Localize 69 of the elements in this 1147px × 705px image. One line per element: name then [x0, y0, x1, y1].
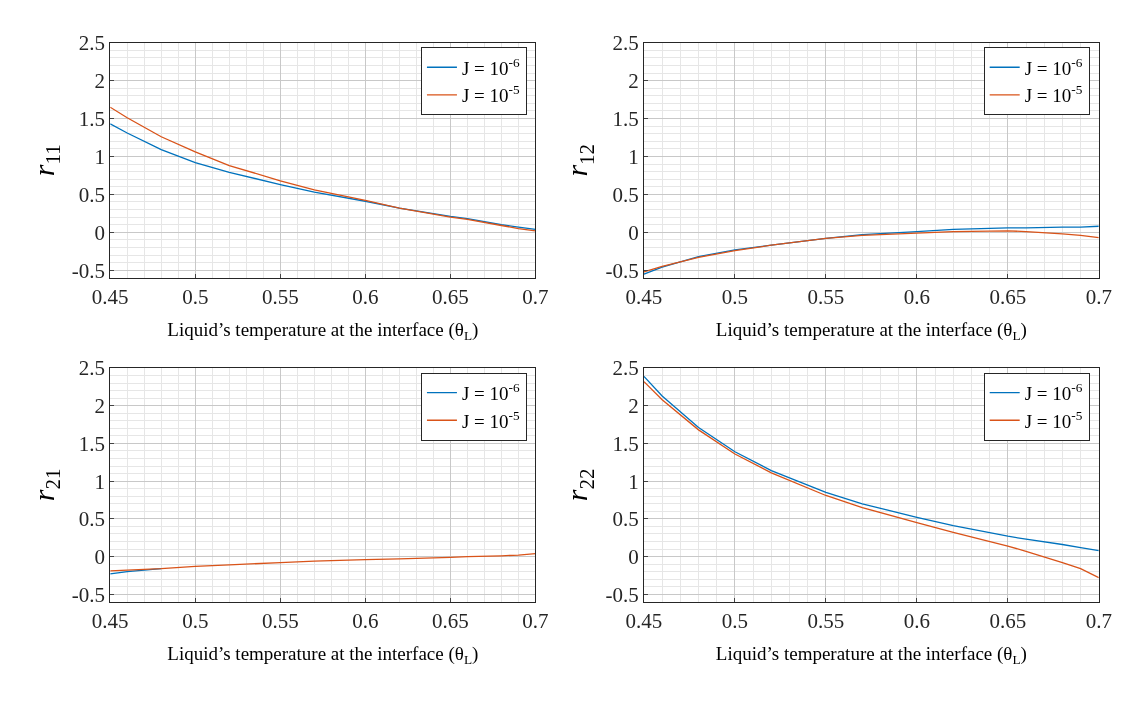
x-tick-label: 0.45 — [625, 609, 663, 634]
x-tick-label: 0.5 — [721, 609, 749, 634]
x-tick-label: 0.65 — [989, 285, 1027, 310]
y-tick-label: 2.5 — [78, 356, 105, 381]
y-tick-label: 1 — [94, 144, 105, 169]
x-axis-title: Liquid’s temperature at the interface (θ$_{L}$) — [167, 642, 479, 667]
x-tick-label: 0.55 — [261, 285, 299, 310]
x-tick-label: 0.7 — [1085, 285, 1112, 310]
line-series — [643, 380, 1099, 579]
y-tick-label: 0 — [94, 220, 105, 245]
y-tick-label: 2 — [94, 68, 105, 93]
y-tick-label: 0.5 — [612, 507, 639, 532]
x-tick-label: 0.7 — [522, 609, 549, 634]
x-tick-label: 0.7 — [522, 285, 549, 310]
legend-label: J = 10$^{-6}$ — [1024, 379, 1083, 404]
y-tick-label: 1 — [628, 144, 639, 169]
y-tick-label: 1 — [94, 469, 105, 494]
line-series — [110, 106, 536, 232]
y-tick-label: 0.5 — [612, 182, 639, 207]
x-tick-label: 0.5 — [182, 285, 209, 310]
y-tick-label: 2.5 — [78, 31, 105, 56]
x-tick-label: 0.45 — [91, 285, 129, 310]
y-tick-label: 2 — [628, 394, 639, 419]
x-tick-label: 0.65 — [432, 285, 469, 310]
y-tick-label: 0.5 — [78, 507, 105, 532]
y-tick-label: 0 — [94, 544, 105, 569]
legend-label: J = 10$^{-6}$ — [1024, 54, 1083, 79]
x-tick-label: 0.55 — [261, 609, 299, 634]
legend-label: J = 10$^{-5}$ — [461, 82, 520, 107]
legend-label: J = 10$^{-6}$ — [461, 379, 520, 404]
x-tick-label: 0.6 — [352, 609, 379, 634]
y-tick-label: 1.5 — [78, 106, 105, 131]
x-tick-label: 0.65 — [989, 609, 1027, 634]
x-axis-title: Liquid’s temperature at the interface (θ$_{L}$) — [715, 642, 1027, 667]
x-tick-label: 0.5 — [721, 285, 749, 310]
y-tick-label: 1.5 — [78, 431, 105, 456]
x-tick-label: 0.45 — [91, 609, 129, 634]
y-tick-label: 1 — [628, 469, 639, 494]
line-series — [110, 123, 536, 230]
y-tick-label: 2 — [94, 394, 105, 419]
x-tick-label: 0.6 — [352, 285, 379, 310]
y-tick-label: 2.5 — [612, 31, 639, 56]
y-tick-label: 2.5 — [612, 356, 639, 381]
legend-label: J = 10$^{-6}$ — [461, 54, 520, 79]
y-tick-label: -0.5 — [605, 582, 639, 607]
x-axis-title: Liquid’s temperature at the interface (θ$_{L}$) — [167, 318, 479, 343]
x-tick-label: 0.55 — [807, 285, 845, 310]
x-tick-label: 0.6 — [903, 609, 930, 634]
y-tick-label: -0.5 — [605, 258, 639, 283]
x-tick-label: 0.55 — [807, 609, 845, 634]
x-axis-title: Liquid’s temperature at the interface (θ$_{L}$) — [715, 318, 1027, 343]
x-tick-label: 0.7 — [1085, 609, 1112, 634]
x-tick-label: 0.65 — [432, 609, 469, 634]
y-tick-label: 2 — [628, 68, 639, 93]
legend-label: J = 10$^{-5}$ — [1024, 407, 1083, 432]
x-tick-label: 0.6 — [903, 285, 930, 310]
y-tick-label: -0.5 — [71, 258, 105, 283]
y-tick-label: -0.5 — [71, 582, 105, 607]
y-tick-label: 1.5 — [612, 106, 639, 131]
legend-label: J = 10$^{-5}$ — [1024, 82, 1083, 107]
legend-label: J = 10$^{-5}$ — [461, 407, 520, 432]
y-tick-label: 0 — [628, 544, 639, 569]
line-series — [643, 375, 1099, 552]
y-tick-label: 1.5 — [612, 431, 639, 456]
line-series — [110, 552, 536, 572]
y-tick-label: 0.5 — [78, 182, 105, 207]
x-tick-label: 0.5 — [182, 609, 209, 634]
y-tick-label: 0 — [628, 220, 639, 245]
x-tick-label: 0.45 — [625, 285, 663, 310]
